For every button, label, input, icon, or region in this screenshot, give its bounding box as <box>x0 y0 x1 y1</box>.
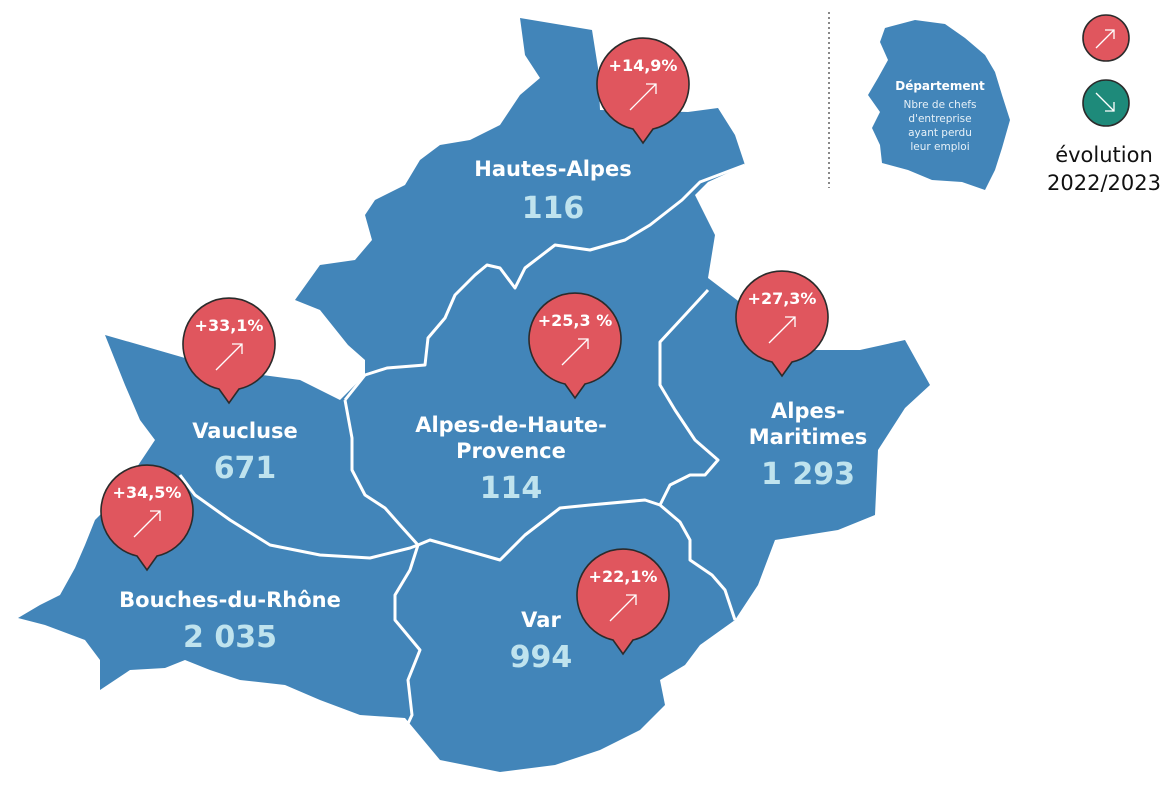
pin-marker <box>596 37 690 145</box>
evolution-pins: +14,9% +25,3 % +27,3% +33,1% +34,5% +22,1% <box>100 37 829 656</box>
department-name-bouches-du-rhone: Bouches-du-Rhône <box>119 588 341 612</box>
department-value-vaucluse: 671 <box>214 451 277 486</box>
evolution-percent-var: +22,1% <box>589 567 658 586</box>
legend-evolution-period: 2022/2023 <box>1047 171 1161 195</box>
department-name-alpes-maritimes: Alpes- <box>771 399 845 423</box>
pin-marker <box>576 548 670 656</box>
legend-evolution-label: évolution <box>1055 143 1153 167</box>
legend-description-line: d'entreprise <box>908 113 971 125</box>
evolution-pin-alpes-maritimes: +27,3% <box>735 270 829 378</box>
evolution-percent-hautes-alpes: +14,9% <box>609 56 678 75</box>
evolution-pin-hautes-alpes: +14,9% <box>596 37 690 145</box>
region-silhouette <box>18 18 930 772</box>
legend-description-line: ayant perdu <box>908 127 972 139</box>
evolution-percent-alpes-maritimes: +27,3% <box>748 289 817 308</box>
department-name-vaucluse: Vaucluse <box>192 419 298 443</box>
department-name-alpes-de-haute-provence: Alpes-de-Haute- <box>415 413 607 437</box>
evolution-pin-alpes-de-haute-provence: +25,3 % <box>528 292 622 400</box>
department-value-alpes-de-haute-provence: 114 <box>480 471 543 506</box>
border-var-west <box>393 544 422 731</box>
department-value-hautes-alpes: 116 <box>522 191 585 226</box>
arrow-down-right-icon <box>1095 92 1115 112</box>
pin-marker <box>182 297 276 405</box>
department-name-alpes-de-haute-provence: Provence <box>456 439 566 463</box>
border-maritimes <box>658 288 720 506</box>
legend-title: Département <box>895 79 985 93</box>
evolution-percent-alpes-de-haute-provence: +25,3 % <box>538 311 612 330</box>
evolution-pin-bouches-du-rhone: +34,5% <box>100 464 194 572</box>
arrow-up-right-icon <box>133 510 161 538</box>
department-value-bouches-du-rhone: 2 035 <box>183 620 277 655</box>
arrow-up-right-icon <box>768 316 796 344</box>
department-labels: Hautes-Alpes 116 Alpes-de-Haute-Provence 11… <box>119 157 867 675</box>
arrow-up-right-icon <box>215 343 243 371</box>
arrow-up-right-icon <box>561 338 589 366</box>
department-name-alpes-maritimes: Maritimes <box>749 425 867 449</box>
department-value-var: 994 <box>510 640 573 675</box>
legend-description-line: Nbre de chefs <box>904 99 977 111</box>
pin-marker <box>528 292 622 400</box>
evolution-percent-vaucluse: +33,1% <box>195 316 264 335</box>
legend-description: Nbre de chefs d'entreprise ayant perdu leur… <box>904 99 977 153</box>
pin-marker <box>735 270 829 378</box>
evolution-pin-var: +22,1% <box>576 548 670 656</box>
department-name-var: Var <box>521 608 561 632</box>
evolution-pin-vaucluse: +33,1% <box>182 297 276 405</box>
border-provence-var <box>343 399 737 621</box>
department-value-alpes-maritimes: 1 293 <box>761 457 855 492</box>
department-name-hautes-alpes: Hautes-Alpes <box>474 157 631 181</box>
legend-description-line: leur emploi <box>910 141 969 153</box>
border-vaucluse-bdr <box>178 474 419 560</box>
arrow-up-right-icon <box>609 594 637 622</box>
arrow-up-right-icon <box>629 83 657 111</box>
legend: Département Nbre de chefs d'entreprise aya… <box>828 12 1161 195</box>
legend-department-shape <box>868 20 1010 190</box>
arrow-up-right-icon <box>1095 29 1115 49</box>
evolution-percent-bouches-du-rhone: +34,5% <box>113 483 182 502</box>
border-hautes-alpes <box>343 163 746 401</box>
pin-marker <box>100 464 194 572</box>
